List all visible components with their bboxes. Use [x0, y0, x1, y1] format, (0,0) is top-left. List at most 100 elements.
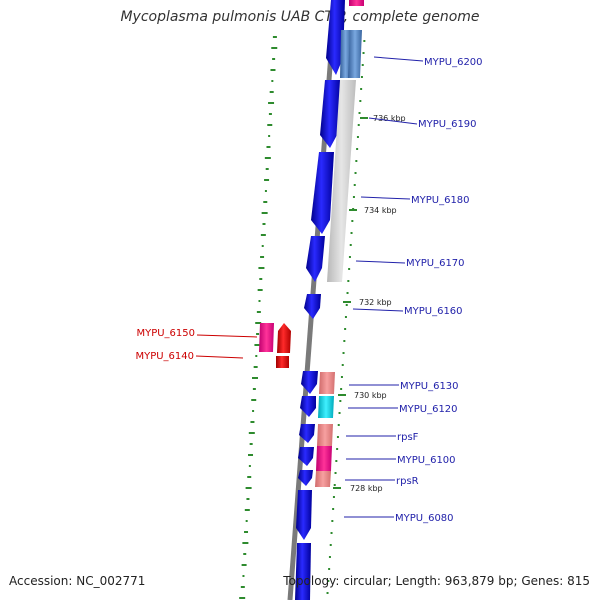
tick-label: 728 kbp — [350, 484, 383, 493]
gc-tick — [268, 102, 275, 104]
gc-tick — [268, 113, 272, 115]
gc-tick — [332, 508, 335, 510]
gc-tick — [243, 553, 247, 555]
gene-label[interactable]: rpsF — [397, 432, 419, 443]
gc-tick — [248, 432, 255, 434]
gene-label[interactable]: rpsR — [396, 476, 419, 487]
gc-tick — [244, 531, 249, 533]
cds-feature — [298, 470, 313, 486]
gc-tick — [239, 597, 246, 599]
gc-tick — [328, 556, 331, 558]
gene-label[interactable]: MYPU_6120 — [399, 404, 458, 415]
gc-tick — [272, 36, 277, 38]
gc-tick — [358, 112, 361, 114]
similarity-track — [315, 0, 364, 487]
similarity-block — [348, 30, 362, 78]
gc-tick — [336, 436, 339, 438]
gc-tick — [250, 421, 255, 423]
gc-tick — [248, 465, 251, 467]
gc-tick — [252, 388, 256, 390]
cds-feature — [298, 447, 314, 466]
gene-label[interactable]: MYPU_6100 — [397, 455, 456, 466]
gc-tick — [330, 532, 333, 534]
similarity-block — [327, 80, 356, 282]
gc-tick — [349, 244, 352, 246]
gene-label[interactable]: MYPU_6160 — [404, 306, 463, 317]
cds-feature — [295, 543, 311, 600]
gc-tick — [357, 124, 360, 126]
gene-label[interactable]: MYPU_6170 — [406, 258, 465, 269]
gc-tick — [261, 212, 268, 214]
gc-tick — [347, 280, 350, 282]
cds-feature — [276, 356, 289, 368]
similarity-block — [340, 30, 351, 78]
cds-feature — [304, 294, 321, 319]
gc-tick — [262, 223, 266, 225]
gc-tick — [256, 333, 260, 335]
gene-label[interactable]: MYPU_6180 — [411, 195, 470, 206]
gc-tick — [261, 245, 264, 247]
gc-tick — [272, 58, 276, 60]
cds-feature — [301, 371, 318, 394]
gc-tick — [245, 487, 252, 489]
cds-feature — [320, 80, 341, 148]
gene-label[interactable]: MYPU_6150 — [136, 328, 195, 339]
gc-tick — [241, 564, 247, 566]
tick-label: 736 kbp — [373, 114, 406, 123]
cds-feature — [326, 0, 345, 75]
gc-tick — [269, 91, 274, 93]
gc-tick — [333, 484, 336, 486]
gc-tick — [363, 40, 366, 42]
gene-label[interactable]: MYPU_6200 — [424, 57, 483, 68]
gc-tick — [242, 542, 249, 544]
gc-tick — [260, 256, 265, 258]
gc-tick — [254, 344, 260, 346]
gc-tick — [271, 47, 278, 49]
gc-tick — [263, 201, 268, 203]
gc-tick — [240, 586, 245, 588]
gc-tick — [328, 568, 331, 570]
similarity-block — [315, 471, 331, 487]
gene-labels-right: MYPU_6200 MYPU_6190 MYPU_6180 MYPU_6170 … — [344, 56, 483, 524]
gc-tick — [344, 328, 347, 330]
similarity-block — [318, 396, 334, 418]
gc-tick — [351, 220, 354, 222]
gc-tick — [264, 179, 270, 181]
similarity-block — [319, 372, 335, 394]
gc-tick — [350, 232, 353, 234]
gc-tick — [255, 355, 258, 357]
gc-tick — [341, 364, 344, 366]
gc-tick — [268, 135, 271, 137]
map-title: Mycoplasma pulmonis UAB CTIP, complete g… — [120, 9, 480, 25]
gc-skew-track — [326, 40, 366, 594]
gc-tick — [345, 304, 348, 306]
similarity-block — [317, 424, 333, 446]
cds-feature — [296, 490, 312, 540]
gc-tick — [331, 520, 334, 522]
gc-tick — [258, 300, 261, 302]
similarity-block — [349, 0, 364, 6]
cds-feature — [306, 236, 325, 282]
cds-feature — [259, 323, 274, 352]
gc-tick — [354, 172, 357, 174]
cds-feature — [300, 396, 316, 417]
gene-label[interactable]: MYPU_6190 — [418, 119, 477, 130]
gene-label[interactable]: MYPU_6130 — [400, 381, 459, 392]
cds-feature — [277, 323, 291, 353]
gene-labels-left: MYPU_6150 MYPU_6140 — [135, 328, 258, 362]
gc-tick — [245, 520, 248, 522]
gene-label[interactable]: MYPU_6140 — [135, 351, 194, 362]
gc-tick — [339, 400, 342, 402]
gene-label[interactable]: MYPU_6080 — [395, 513, 454, 524]
gc-tick — [260, 234, 266, 236]
gc-tick — [252, 410, 255, 412]
gc-content-track — [239, 36, 278, 599]
gc-tick — [249, 443, 253, 445]
scale-track: 736 kbp 734 kbp 732 kbp 730 kbp 728 kbp — [333, 114, 406, 493]
gc-tick — [356, 148, 359, 150]
gc-tick — [343, 340, 346, 342]
gc-tick — [266, 146, 271, 148]
gc-tick — [329, 544, 332, 546]
gc-tick — [264, 190, 267, 192]
